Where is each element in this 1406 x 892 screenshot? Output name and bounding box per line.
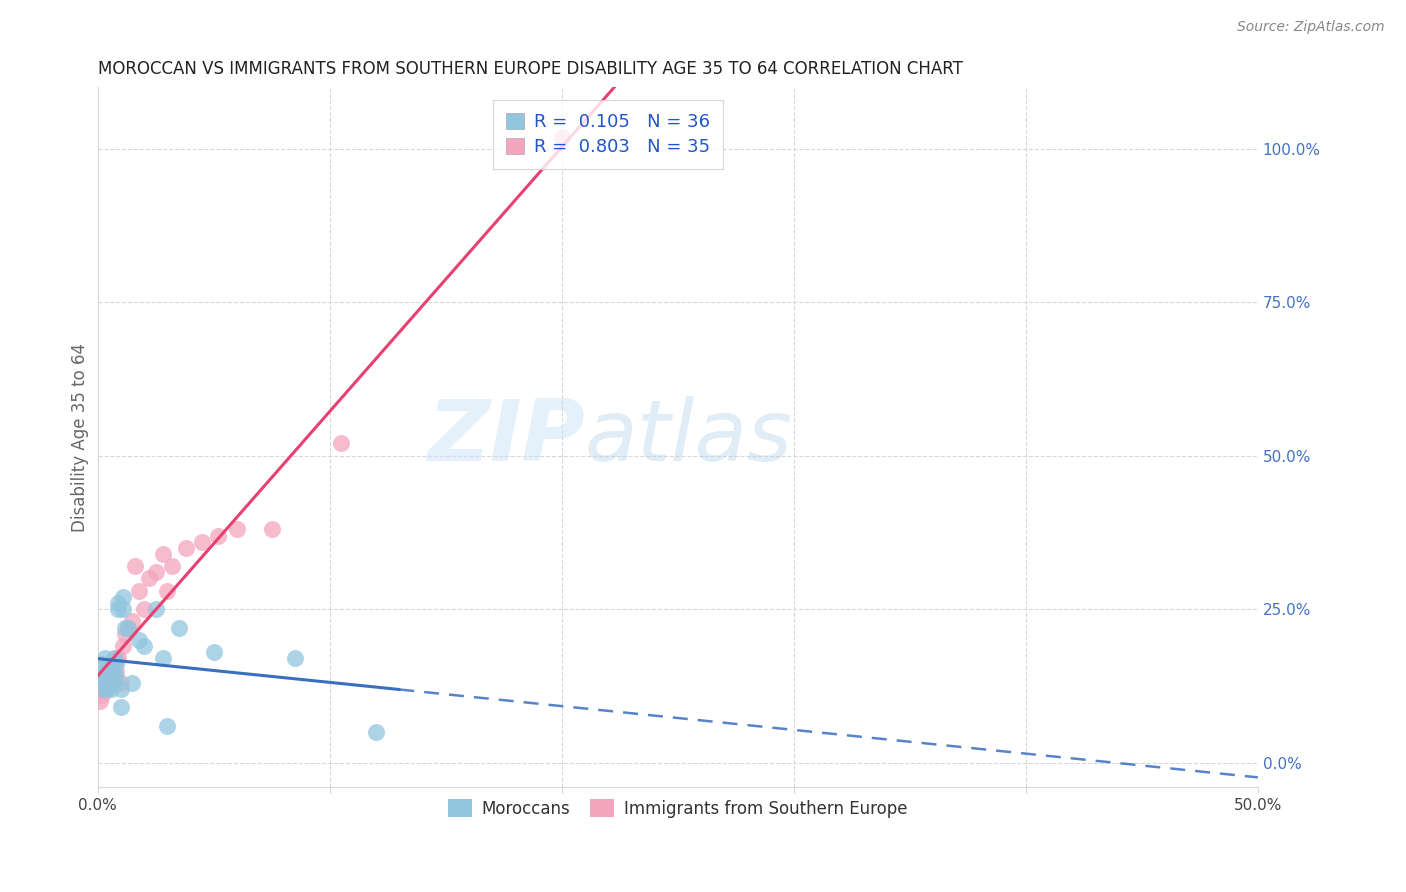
Point (103, 651, 125, 665)
Text: atlas: atlas (585, 396, 793, 479)
Point (105, 664, 128, 678)
Point (174, 541, 197, 555)
Point (191, 534, 214, 549)
Point (128, 632, 150, 647)
Point (103, 670, 125, 684)
Point (364, 725, 387, 739)
Point (117, 621, 139, 635)
Point (93, 676, 115, 690)
Point (110, 700, 132, 714)
Point (156, 719, 179, 733)
Point (284, 651, 307, 665)
Point (117, 621, 139, 635)
Point (110, 681, 132, 696)
Point (107, 596, 129, 610)
Point (152, 651, 174, 665)
Point (167, 621, 190, 635)
Point (96, 681, 118, 696)
Point (103, 657, 125, 672)
Legend: Moroccans, Immigrants from Southern Europe: Moroccans, Immigrants from Southern Euro… (441, 793, 914, 824)
Point (132, 602, 155, 616)
Point (202, 645, 225, 659)
Point (96, 681, 118, 696)
Point (112, 590, 135, 604)
Point (93, 651, 115, 665)
Point (145, 602, 167, 616)
Point (121, 676, 143, 690)
Point (100, 657, 122, 672)
Point (260, 522, 283, 536)
Point (160, 559, 183, 574)
Point (91, 681, 114, 696)
Point (98, 676, 121, 690)
Point (103, 664, 125, 678)
Point (107, 602, 129, 616)
Point (145, 566, 167, 580)
Point (103, 676, 125, 690)
Point (112, 639, 135, 653)
Point (96, 670, 118, 684)
Point (105, 651, 128, 665)
Point (107, 651, 129, 665)
Point (156, 583, 179, 598)
Point (93, 664, 115, 678)
Point (91, 688, 114, 702)
Text: ZIP: ZIP (427, 396, 585, 479)
Point (110, 676, 132, 690)
Point (100, 670, 122, 684)
Point (121, 615, 143, 629)
Point (89, 670, 111, 684)
Text: MOROCCAN VS IMMIGRANTS FROM SOUTHERN EUROPE DISABILITY AGE 35 TO 64 CORRELATION : MOROCCAN VS IMMIGRANTS FROM SOUTHERN EUR… (97, 60, 963, 78)
Point (91, 657, 114, 672)
Point (93, 670, 115, 684)
Point (550, 129, 572, 144)
Y-axis label: Disability Age 35 to 64: Disability Age 35 to 64 (72, 343, 89, 532)
Point (112, 602, 135, 616)
Point (207, 528, 229, 542)
Point (124, 559, 146, 574)
Point (225, 522, 247, 536)
Point (114, 626, 136, 640)
Point (100, 681, 122, 696)
Point (132, 639, 155, 653)
Point (100, 676, 122, 690)
Point (100, 664, 122, 678)
Text: Source: ZipAtlas.com: Source: ZipAtlas.com (1237, 20, 1385, 34)
Point (105, 670, 128, 684)
Point (128, 583, 150, 598)
Point (98, 664, 121, 678)
Point (138, 572, 160, 586)
Point (330, 436, 353, 450)
Point (105, 657, 128, 672)
Point (93, 681, 115, 696)
Point (98, 676, 121, 690)
Point (114, 621, 136, 635)
Point (89, 694, 111, 708)
Point (152, 547, 174, 561)
Point (96, 670, 118, 684)
Point (98, 670, 121, 684)
